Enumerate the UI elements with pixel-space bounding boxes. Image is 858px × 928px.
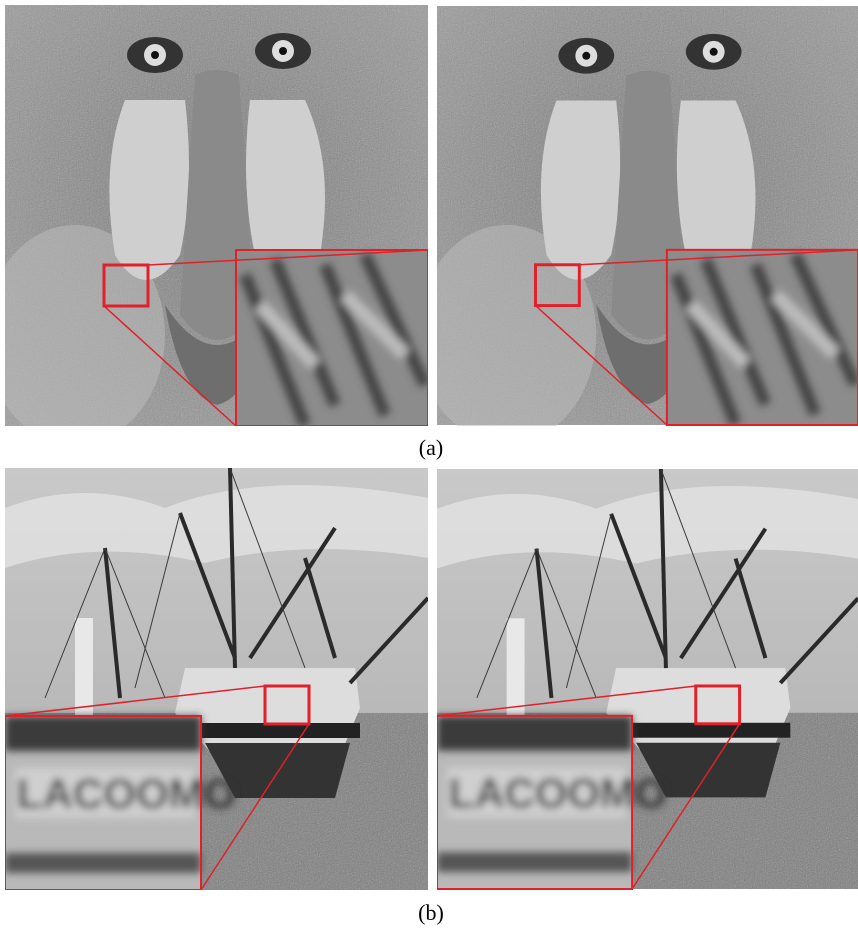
caption: (a) bbox=[419, 435, 443, 460]
image-a-left bbox=[0, 5, 428, 445]
image-a-right bbox=[417, 6, 858, 444]
image-b-left bbox=[5, 468, 428, 890]
image-b-right bbox=[437, 469, 858, 889]
caption: (b) bbox=[418, 900, 444, 925]
